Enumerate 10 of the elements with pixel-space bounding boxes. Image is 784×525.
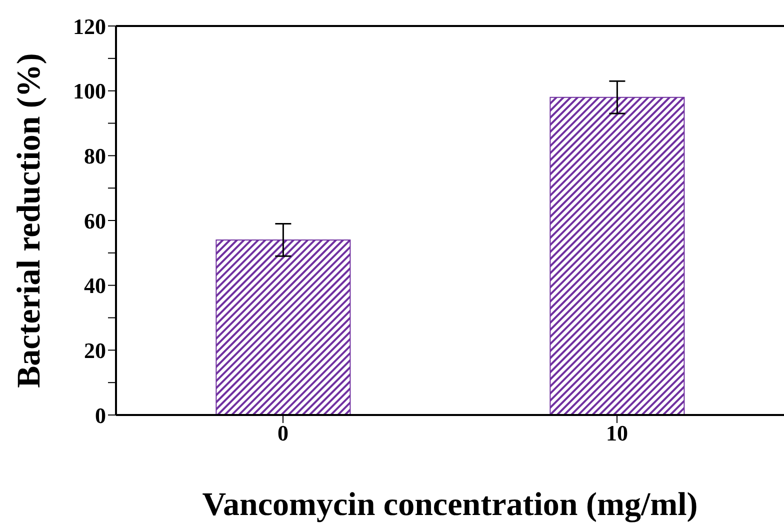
y-tick-label: 100 <box>73 78 106 104</box>
y-tick-label: 80 <box>84 143 106 168</box>
y-tick-label: 60 <box>84 208 106 234</box>
x-axis-title: Vancomycin concentration (mg/ml) <box>202 487 698 523</box>
y-tick-label: 0 <box>95 402 106 428</box>
x-tick-label: 10 <box>606 420 628 446</box>
y-tick-label: 40 <box>84 273 106 298</box>
y-tick-label: 20 <box>84 338 106 363</box>
y-axis-title: Bacterial reduction (%) <box>12 53 48 388</box>
y-tick-label: 120 <box>73 14 106 39</box>
